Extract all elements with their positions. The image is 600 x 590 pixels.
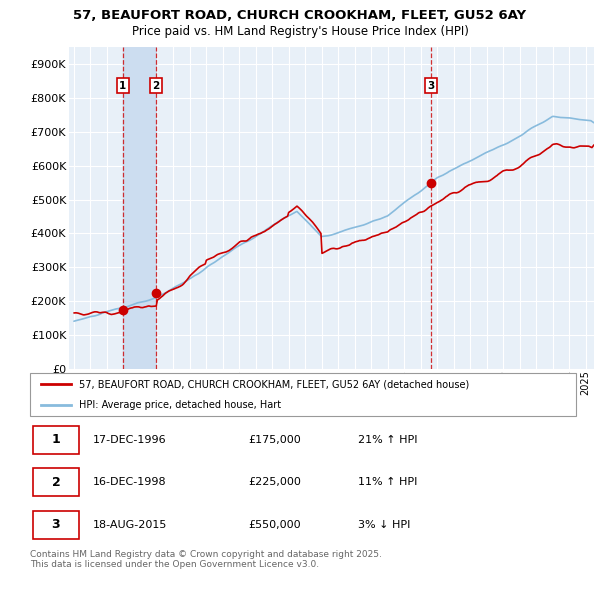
Text: 11% ↑ HPI: 11% ↑ HPI [358, 477, 417, 487]
FancyBboxPatch shape [33, 511, 79, 539]
Bar [123, 47, 156, 369]
Text: HPI: Average price, detached house, Hart: HPI: Average price, detached house, Hart [79, 401, 281, 410]
Text: 17-DEC-1996: 17-DEC-1996 [93, 435, 166, 445]
Text: £225,000: £225,000 [248, 477, 301, 487]
Text: Contains HM Land Registry data © Crown copyright and database right 2025.
This d: Contains HM Land Registry data © Crown c… [30, 550, 382, 569]
Text: 1: 1 [52, 433, 61, 446]
Text: 2: 2 [52, 476, 61, 489]
FancyBboxPatch shape [33, 468, 79, 496]
Text: £550,000: £550,000 [248, 520, 301, 530]
Text: 57, BEAUFORT ROAD, CHURCH CROOKHAM, FLEET, GU52 6AY: 57, BEAUFORT ROAD, CHURCH CROOKHAM, FLEE… [73, 9, 527, 22]
Text: 57, BEAUFORT ROAD, CHURCH CROOKHAM, FLEET, GU52 6AY (detached house): 57, BEAUFORT ROAD, CHURCH CROOKHAM, FLEE… [79, 379, 469, 389]
Text: 1: 1 [119, 81, 127, 91]
Text: £175,000: £175,000 [248, 435, 301, 445]
FancyBboxPatch shape [33, 426, 79, 454]
Text: 3: 3 [427, 81, 434, 91]
Text: 3: 3 [52, 519, 60, 532]
Text: 18-AUG-2015: 18-AUG-2015 [93, 520, 167, 530]
Text: Price paid vs. HM Land Registry's House Price Index (HPI): Price paid vs. HM Land Registry's House … [131, 25, 469, 38]
Text: 21% ↑ HPI: 21% ↑ HPI [358, 435, 417, 445]
Text: 16-DEC-1998: 16-DEC-1998 [93, 477, 166, 487]
FancyBboxPatch shape [30, 373, 576, 416]
Text: 3% ↓ HPI: 3% ↓ HPI [358, 520, 410, 530]
Text: 2: 2 [152, 81, 160, 91]
